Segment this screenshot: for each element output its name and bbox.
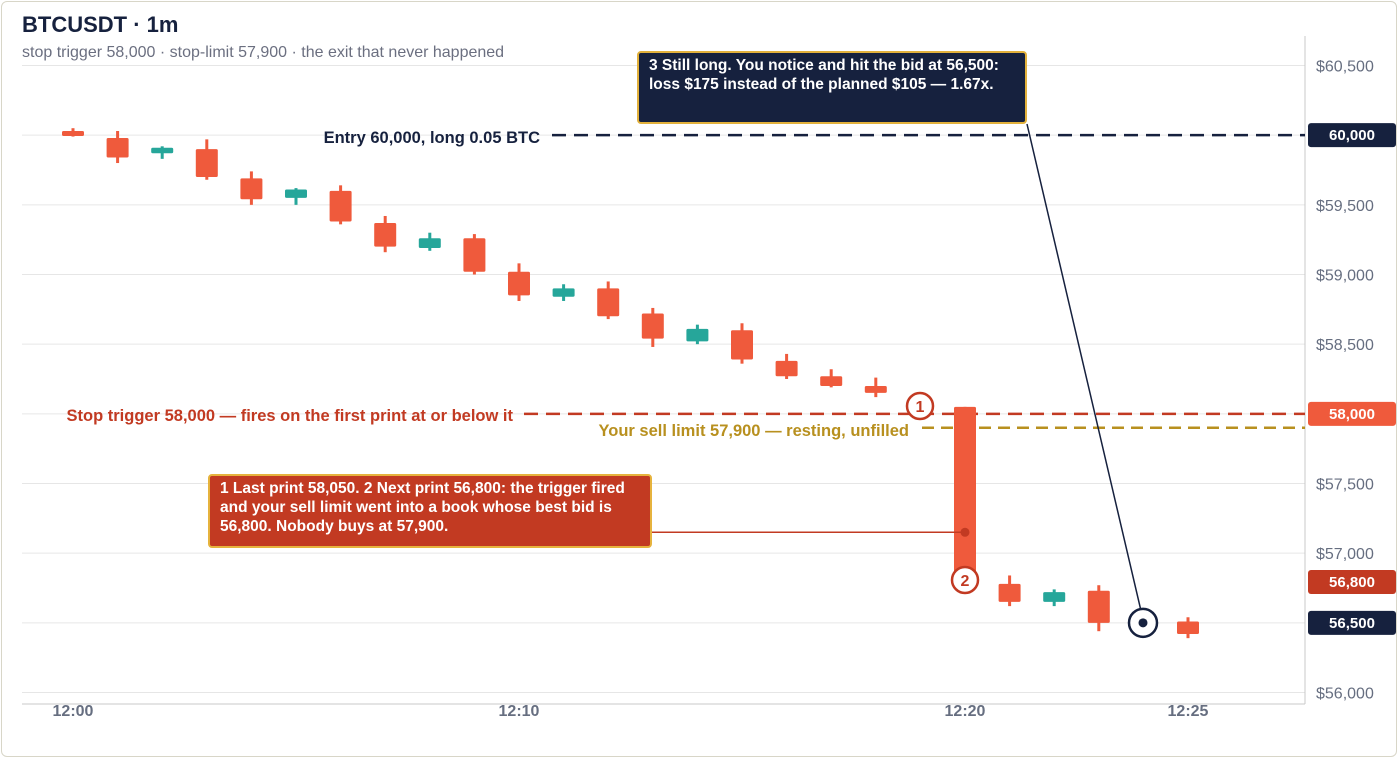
x-tick-label: 12:00 <box>53 703 94 720</box>
y-tick-label: $58,500 <box>1316 337 1374 354</box>
entry-label: Entry 60,000, long 0.05 BTC <box>324 129 540 147</box>
step-marker-number: 2 <box>961 573 970 590</box>
x-tick-label: 12:25 <box>1168 703 1209 720</box>
candle-body <box>285 189 307 198</box>
candle-body <box>775 360 798 377</box>
gap-price-tag-text: 56,800 <box>1329 574 1375 591</box>
y-tick-label: $60,500 <box>1316 59 1374 76</box>
candle-down <box>1087 585 1110 632</box>
candle-down <box>820 369 843 388</box>
chart-title: BTCUSDT · 1m <box>22 12 179 37</box>
gap-price-tag: 56,800 <box>1308 570 1396 595</box>
candle-body <box>195 149 218 177</box>
candle-body <box>954 406 976 582</box>
candle-down <box>775 353 798 379</box>
step-marker-1: 1 <box>905 391 935 421</box>
x-tick-label: 12:20 <box>945 703 986 720</box>
candle-down <box>106 130 129 164</box>
exit-price-tag-bg <box>1308 610 1396 635</box>
candle-body <box>508 271 530 296</box>
candle-down <box>463 234 486 275</box>
chart-subtitle: stop trigger 58,000 · stop-limit 57,900 … <box>22 44 505 61</box>
candle-body <box>731 330 753 360</box>
candle-body <box>62 130 84 136</box>
candle-down <box>641 307 664 347</box>
candle-down <box>864 377 887 398</box>
exit-marker-dot <box>1138 618 1148 628</box>
step-marker-number: 1 <box>916 399 925 416</box>
gap-callout: 1 Last print 58,050. 2 Next print 56,800… <box>208 474 652 548</box>
candle-body <box>686 328 709 342</box>
candle-body <box>641 313 664 339</box>
candle-up <box>552 284 575 301</box>
candle-body <box>998 583 1021 602</box>
candle-body <box>418 238 441 249</box>
candle-body <box>106 137 129 158</box>
y-tick-label: $57,000 <box>1316 546 1374 563</box>
candle-up <box>151 146 174 159</box>
candle-body <box>240 178 263 200</box>
candle-down <box>998 575 1021 607</box>
candle-body <box>597 288 620 317</box>
exit-callout: 3 Still long. You notice and hit the bid… <box>637 51 1027 124</box>
candle-down <box>731 323 753 364</box>
entry-price-tag-bg <box>1308 123 1396 148</box>
y-tick-label: $59,500 <box>1316 198 1374 215</box>
candle-down <box>1177 617 1199 639</box>
gap-callout-dot <box>960 527 970 537</box>
stop-price-tag: 58,000 <box>1308 401 1396 426</box>
y-tick-label: $57,500 <box>1316 477 1374 494</box>
candle-body <box>820 376 843 386</box>
exit-price-tag: 56,500 <box>1308 610 1396 635</box>
candle-body <box>552 288 575 297</box>
step-marker-2: 2 <box>950 565 980 595</box>
stop-price-tag-bg <box>1308 401 1396 426</box>
candle-body <box>374 222 397 247</box>
entry-price-tag: 60,000 <box>1308 123 1396 148</box>
step-marker-ring <box>950 565 980 595</box>
stop-label: Stop trigger 58,000 — fires on the first… <box>67 407 514 425</box>
candle-down <box>329 185 352 225</box>
candle-up <box>285 188 307 205</box>
exit-price-tag-text: 56,500 <box>1329 615 1375 632</box>
candle-body <box>463 238 486 272</box>
candle-down <box>374 215 397 253</box>
candle-body <box>1177 621 1199 634</box>
candle-up <box>418 232 441 251</box>
candle-body <box>1043 592 1066 602</box>
candle-down <box>597 281 620 320</box>
candle-body <box>864 385 887 393</box>
candle-body <box>151 147 174 154</box>
stop-price-tag-text: 58,000 <box>1329 406 1375 423</box>
entry-price-tag-text: 60,000 <box>1329 127 1375 144</box>
candle-down <box>508 263 530 301</box>
candle-body <box>1087 590 1110 623</box>
candle-body <box>329 190 352 222</box>
candle-down <box>240 171 263 205</box>
candle-up <box>1043 589 1066 607</box>
candle-up <box>686 324 709 345</box>
candle-down <box>62 128 84 137</box>
y-tick-label: $56,000 <box>1316 686 1374 703</box>
step-marker-ring <box>905 391 935 421</box>
exit-callout-connector <box>1026 123 1142 612</box>
gap-price-tag-bg <box>1308 570 1396 595</box>
candle-down <box>954 406 976 582</box>
y-tick-label: $59,000 <box>1316 268 1374 285</box>
candle-down <box>195 139 218 180</box>
x-tick-label: 12:10 <box>499 703 540 720</box>
limit-label: Your sell limit 57,900 — resting, unfill… <box>598 422 909 440</box>
